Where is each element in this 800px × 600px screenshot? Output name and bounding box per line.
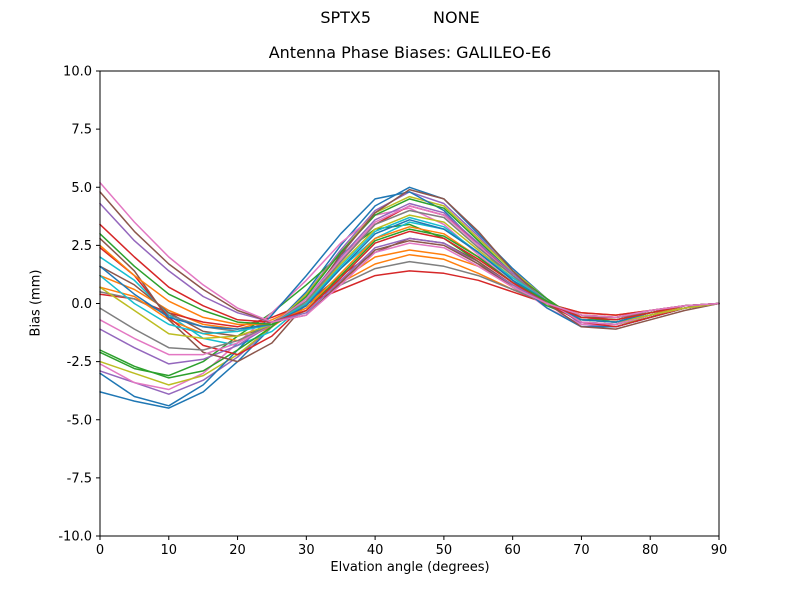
x-tick-label: 40 [367, 543, 384, 558]
y-tick-label: 10.0 [63, 65, 92, 80]
y-tick-label: -10.0 [58, 530, 92, 545]
y-tick-label: 7.5 [71, 123, 92, 138]
x-tick-label: 50 [436, 543, 453, 558]
axis-ticks: 0 10 20 30 40 50 60 70 80 90 -10.0 -7.5 -5.0 -2.5 0.0 2… [58, 65, 727, 559]
series-lines [99, 181, 720, 409]
series-line [99, 205, 720, 356]
x-tick-label: 70 [573, 543, 590, 558]
y-tick-label: -5.0 [67, 413, 92, 428]
figure-suptitle: SPTX5 NONE [0, 8, 800, 27]
series-line [99, 188, 720, 363]
x-tick-label: 60 [504, 543, 521, 558]
axes-title: Antenna Phase Biases: GALILEO-E6 [268, 43, 552, 62]
axes-border [99, 70, 720, 537]
series-line [99, 202, 720, 323]
x-tick-label: 0 [96, 543, 104, 558]
y-tick-label: 5.0 [71, 181, 92, 196]
series-line [99, 249, 720, 342]
y-tick-label: 2.5 [71, 239, 92, 254]
series-line [99, 191, 720, 323]
y-tick-label: -7.5 [67, 471, 92, 486]
suptitle-left: SPTX5 [320, 8, 372, 27]
series-line [99, 270, 720, 328]
x-tick-label: 80 [642, 543, 659, 558]
x-tick-label: 90 [711, 543, 728, 558]
y-tick-label: -2.5 [67, 355, 92, 370]
x-tick-label: 20 [229, 543, 246, 558]
x-tick-label: 10 [161, 543, 178, 558]
series-line [99, 219, 720, 330]
x-tick-label: 30 [298, 543, 315, 558]
suptitle-right: NONE [433, 8, 480, 27]
x-axis-label: Elvation angle (degrees) [330, 560, 490, 575]
series-line [99, 223, 720, 323]
y-tick-label: 0.0 [71, 297, 92, 312]
series-line [99, 181, 720, 323]
series-line [99, 207, 720, 391]
